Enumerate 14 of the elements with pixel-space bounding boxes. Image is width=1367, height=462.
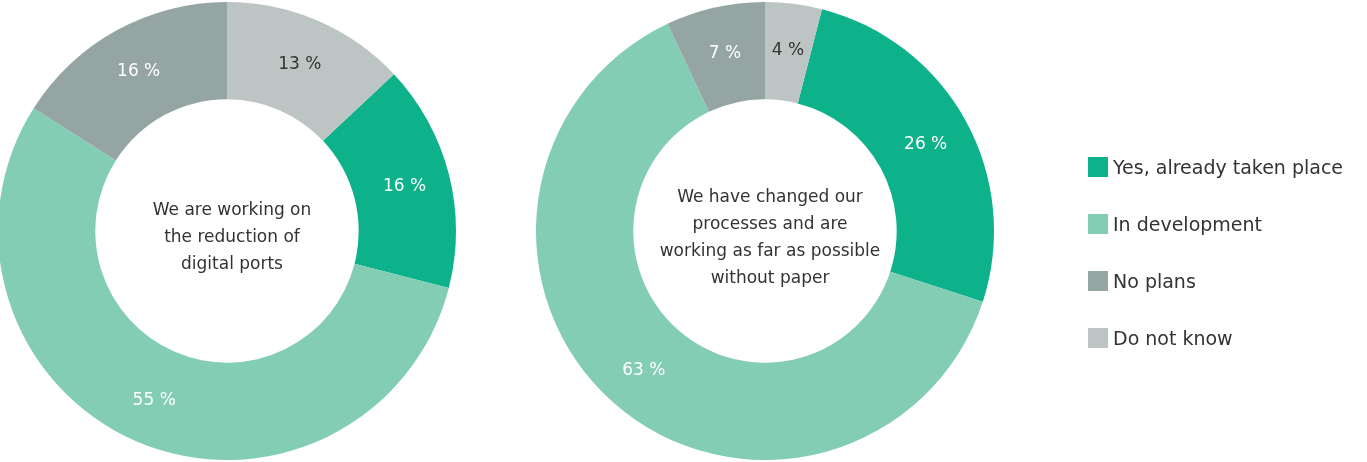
legend-label: No plans — [1113, 270, 1196, 292]
data-label: 4 % — [771, 39, 805, 60]
legend-label: Do not know — [1113, 327, 1233, 349]
slice-label: We are working on the reduction of digital ports — [152, 199, 312, 273]
data-label: 16 % — [117, 60, 161, 81]
data-label: 7 % — [708, 42, 742, 63]
data-label: 55 % — [132, 389, 176, 410]
legend-label: In development — [1113, 213, 1263, 235]
data-label: 13 % — [278, 52, 322, 73]
legend-label: Yes, already taken place — [1112, 156, 1344, 178]
data-label: 63 % — [622, 358, 666, 379]
slice-label: We have changed our processes and are working as far as possible without paper — [659, 185, 881, 287]
data-label: 16 % — [382, 175, 427, 196]
data-label: 26 % — [904, 132, 948, 153]
